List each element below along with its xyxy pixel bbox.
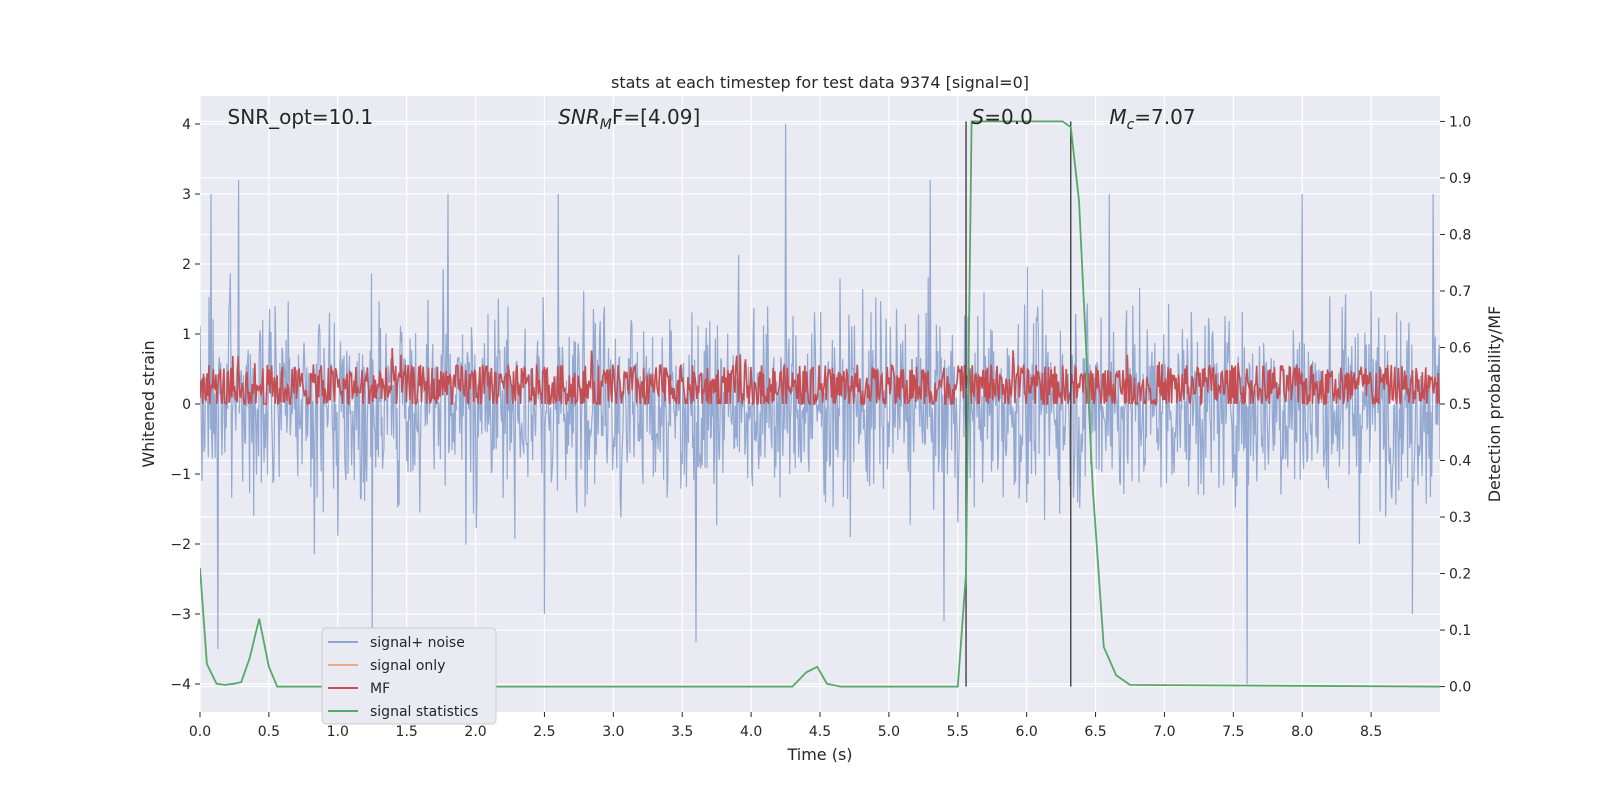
y-right-tick-label: 0.7 bbox=[1449, 284, 1471, 300]
x-tick-label: 6.0 bbox=[1016, 724, 1038, 740]
y-left-tick-label: 2 bbox=[182, 257, 191, 273]
series-layer bbox=[200, 120, 1440, 688]
annotation-snr_mf: SNRMF=[4.09] bbox=[558, 105, 700, 133]
legend-box bbox=[321, 627, 497, 725]
y-right-tick-label: 0.4 bbox=[1449, 454, 1471, 470]
mf-line bbox=[200, 347, 1440, 407]
y-left-tick-label: 3 bbox=[182, 187, 191, 203]
x-tick-label: 4.5 bbox=[809, 724, 831, 740]
legend-label: signal statistics bbox=[370, 704, 478, 720]
signal-statistics-line bbox=[200, 120, 1440, 688]
x-tick-label: 8.0 bbox=[1291, 724, 1313, 740]
x-tick-label: 6.5 bbox=[1084, 724, 1106, 740]
x-tick-label: 2.0 bbox=[464, 724, 486, 740]
x-tick-label: 5.0 bbox=[878, 724, 900, 740]
y-right-tick-label: 0.2 bbox=[1449, 567, 1471, 583]
legend: signal+ noise signal only MF signal statist… bbox=[321, 627, 497, 725]
legend-label: signal+ noise bbox=[370, 635, 465, 651]
y-axis-left-label: Whitened strain bbox=[139, 340, 158, 467]
y-right-tick-label: 0.0 bbox=[1449, 680, 1471, 696]
annotation-s: S=0.0 bbox=[972, 105, 1033, 129]
y-left-tick-label: −2 bbox=[170, 537, 191, 553]
x-tick-label: 0.5 bbox=[258, 724, 280, 740]
x-tick-label: 7.5 bbox=[1222, 724, 1244, 740]
y-right-tick-label: 0.9 bbox=[1449, 171, 1471, 187]
y-right-tick-label: 0.5 bbox=[1449, 397, 1471, 413]
x-axis-label: Time (s) bbox=[786, 745, 852, 764]
x-tick-label: 8.5 bbox=[1360, 724, 1382, 740]
x-tick-label: 0.0 bbox=[189, 724, 211, 740]
y-left-tick-label: −4 bbox=[170, 677, 191, 693]
legend-label: signal only bbox=[370, 658, 445, 674]
chart-title: stats at each timestep for test data 937… bbox=[611, 73, 1029, 92]
y-left-tick-label: 0 bbox=[182, 397, 191, 413]
x-tick-label: 3.0 bbox=[602, 724, 624, 740]
y-left-tick-label: −1 bbox=[170, 467, 191, 483]
y-right-tick-label: 0.6 bbox=[1449, 340, 1471, 356]
y-right-tick-label: 0.3 bbox=[1449, 510, 1471, 526]
annotation-mc: Mc=7.07 bbox=[1109, 105, 1195, 133]
x-tick-label: 7.0 bbox=[1153, 724, 1175, 740]
y-right-tick-label: 0.8 bbox=[1449, 227, 1471, 243]
y-axis-right-label: Detection probability/MF bbox=[1485, 306, 1504, 503]
ticks-layer: 0.0 0.5 1.0 1.5 2.0 2.5 3.0 3.5 4.0 4.5 5.0 5.5 6.0 6… bbox=[170, 114, 1471, 740]
x-tick-label: 3.5 bbox=[671, 724, 693, 740]
legend-label: MF bbox=[370, 681, 390, 697]
x-tick-label: 1.5 bbox=[396, 724, 418, 740]
y-right-tick-label: 0.1 bbox=[1449, 623, 1471, 639]
x-tick-label: 2.5 bbox=[533, 724, 555, 740]
y-left-tick-label: −3 bbox=[170, 607, 191, 623]
y-left-tick-label: 4 bbox=[182, 117, 191, 133]
annotation-snr_opt: SNR_opt=10.1 bbox=[228, 105, 374, 129]
x-tick-label: 5.5 bbox=[947, 724, 969, 740]
x-tick-label: 1.0 bbox=[327, 724, 349, 740]
annotations: SNR_opt=10.1 SNRMF=[4.09] S=0.0 Mc=7.07 bbox=[228, 105, 1196, 133]
x-tick-label: 4.0 bbox=[740, 724, 762, 740]
y-left-tick-label: 1 bbox=[182, 327, 191, 343]
series-clip-group bbox=[200, 120, 1440, 688]
y-right-tick-label: 1.0 bbox=[1449, 114, 1471, 130]
